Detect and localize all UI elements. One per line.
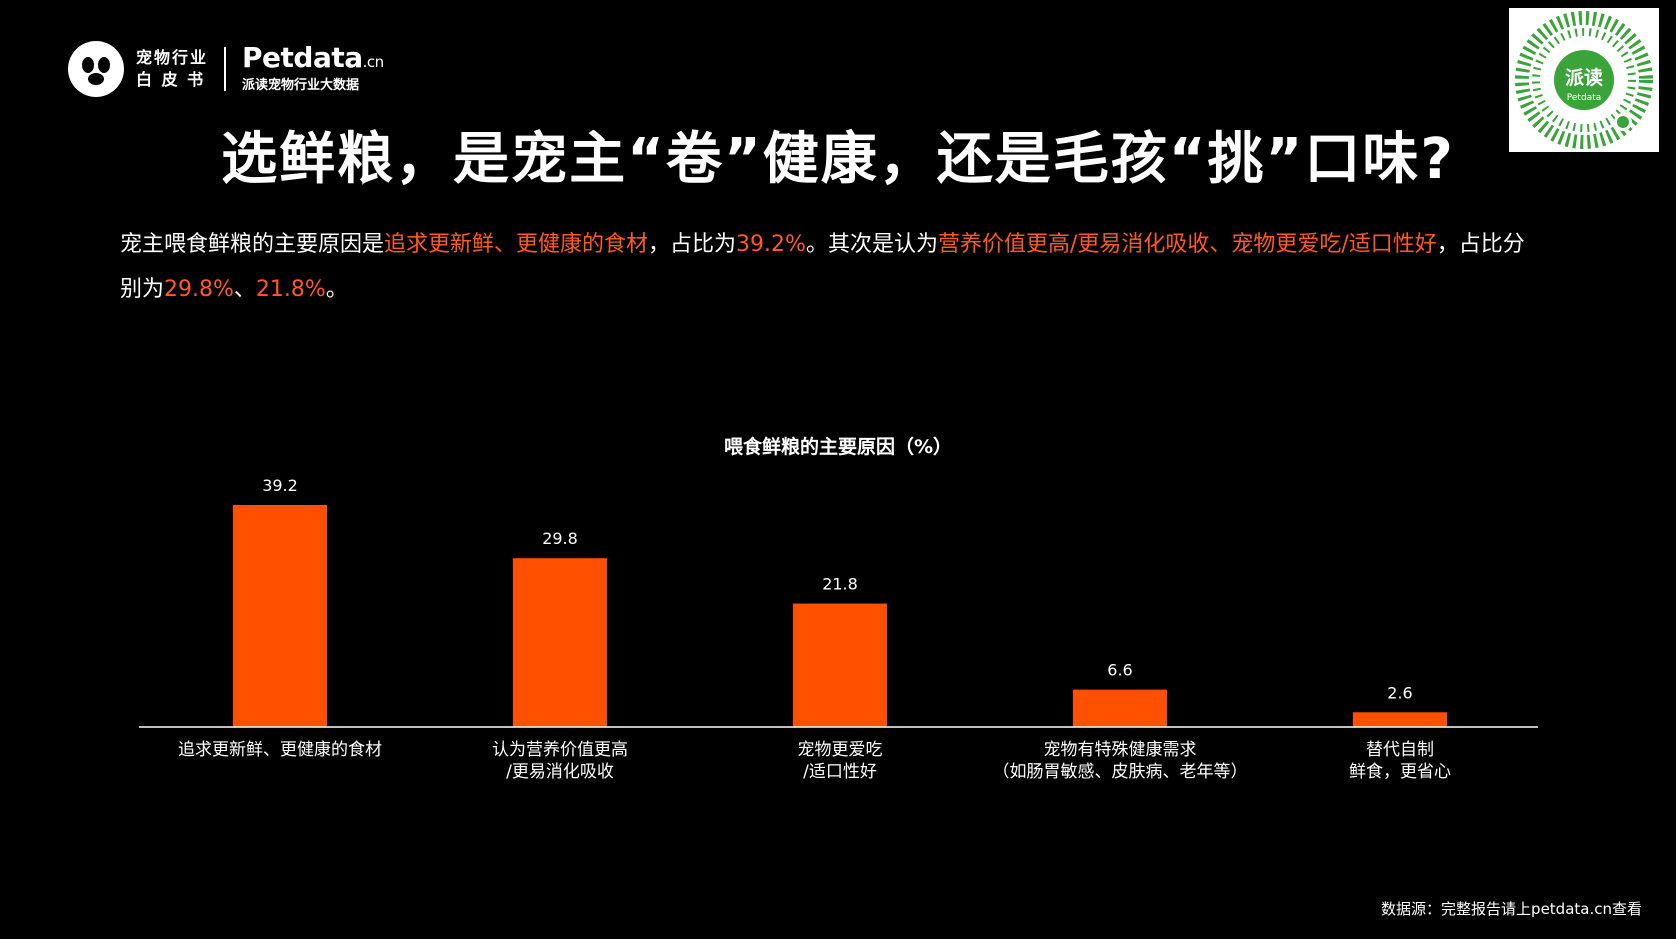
bar-1 [233,505,327,727]
qr-code-icon [1515,11,1653,149]
qr-code: 派读 Petdata [1509,8,1659,152]
logo-line2: 白 皮 书 [136,70,206,89]
category-label-4-line-2: （如肠胃敏感、皮肤病、老年等） [993,762,1248,782]
summary-highlight-2: 39.2% [736,232,806,257]
brand-suffix: .cn [362,53,385,71]
summary-part-3: 。其次是认为 [805,232,938,257]
qr-sublabel: Petdata [1567,93,1601,103]
bar-3 [793,603,887,727]
summary-part-4: ，占比分别为 [120,232,1525,302]
category-label-1-line-1: 追求更新鲜、更健康的食材 [178,740,382,760]
source-note: 数据源：完整报告请上petdata.cn查看 [1381,900,1642,918]
brand: Petdata.cn 派读宠物行业大数据 [242,43,384,95]
brand-name-main: Petdata [242,41,363,74]
logo-divider [224,47,227,91]
category-label-2-line-1: 认为营养价值更高 [492,740,628,760]
logo: 宠物行业 白 皮 书 Petdata.cn 派读宠物行业大数据 [68,40,384,98]
pet-logo-icon [68,41,124,97]
category-label-2-line-2: /更易消化吸收 [506,762,614,782]
data-label-1: 39.2 [262,476,298,495]
bar-2 [513,558,607,727]
category-label-5-line-2: 鲜食，更省心 [1349,762,1451,782]
category-label-3-line-1: 宠物更爱吃 [798,740,883,760]
logo-text: 宠物行业 白 皮 书 [136,47,208,91]
bar-4 [1073,689,1167,727]
logo-line1: 宠物行业 [136,48,209,67]
data-label-5: 2.6 [1387,683,1412,702]
summary-part-5: 、 [233,277,256,302]
summary-part-6: 。 [325,277,348,302]
data-label-2: 29.8 [542,529,578,548]
data-label-4: 6.6 [1107,661,1132,680]
summary-text: 宠主喂食鲜粮的主要原因是追求更新鲜、更健康的食材，占比为39.2%。其次是认为营… [120,222,1540,312]
summary-highlight-3: 营养价值更高/更易消化吸收、宠物更爱吃/适口性好 [937,232,1437,257]
category-label-5-line-1: 替代自制 [1366,740,1434,760]
brand-name: Petdata.cn [242,43,384,77]
data-label-3: 21.8 [822,575,858,594]
chart-title: 喂食鲜粮的主要原因（%） [723,436,953,458]
brand-subtitle: 派读宠物行业大数据 [242,78,360,93]
summary-highlight-1: 追求更新鲜、更健康的食材 [384,232,649,257]
category-label-4-line-1: 宠物有特殊健康需求 [1044,740,1197,760]
summary-highlight-4: 29.8% [164,277,234,302]
summary-highlight-5: 21.8% [255,277,326,302]
summary-part-1: 宠主喂食鲜粮的主要原因是 [120,232,385,257]
bar-5 [1353,712,1447,727]
summary-part-2: ，占比为 [648,232,737,257]
page-title: 选鲜粮，是宠主“卷”健康，还是毛孩“挑”口味? [221,127,1455,192]
qr-label: 派读 [1565,66,1603,89]
category-label-3-line-2: /适口性好 [803,762,877,782]
